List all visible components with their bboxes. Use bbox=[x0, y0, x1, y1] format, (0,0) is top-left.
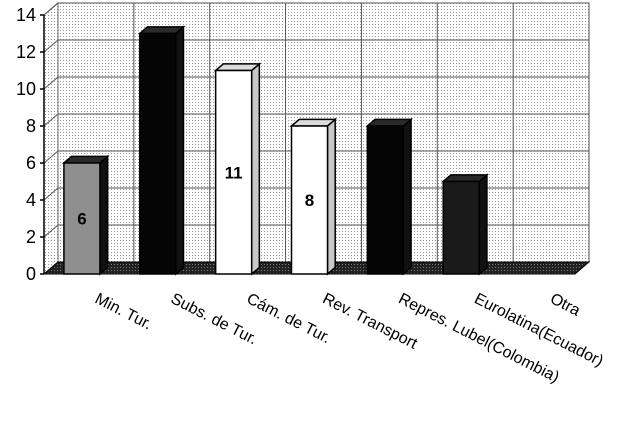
x-tick-label: Otra bbox=[547, 290, 583, 319]
y-tick-label: 8 bbox=[26, 116, 36, 136]
gridline-y bbox=[43, 2, 589, 16]
bar-side bbox=[478, 173, 488, 276]
gridline-y bbox=[43, 224, 589, 238]
bar-top bbox=[289, 118, 338, 127]
data-label: 8 bbox=[305, 191, 314, 210]
bar-top bbox=[137, 26, 186, 35]
gridline-y bbox=[43, 150, 589, 164]
x-tick-label: Cám. de Tur. bbox=[244, 290, 333, 347]
bar-top bbox=[213, 63, 262, 72]
y-tick-label: 12 bbox=[16, 42, 36, 62]
gridline-y bbox=[43, 39, 589, 53]
data-label: 11 bbox=[225, 163, 243, 182]
bar-side bbox=[175, 25, 185, 276]
x-tick-label: Eurolatina(Ecuador) bbox=[471, 290, 606, 370]
bars bbox=[61, 25, 489, 276]
bar-top bbox=[365, 118, 414, 127]
bar bbox=[137, 25, 186, 276]
bar-front bbox=[366, 125, 405, 275]
side-wall bbox=[43, 1, 59, 276]
bar bbox=[289, 117, 338, 276]
data-labels: 6 11 8 bbox=[77, 163, 314, 228]
y-tick-label: 0 bbox=[26, 264, 36, 284]
bar bbox=[61, 154, 110, 276]
y-tick-label: 2 bbox=[26, 227, 36, 247]
bar-side bbox=[326, 117, 336, 276]
gridline-y bbox=[43, 113, 589, 127]
x-axis-labels: Min. Tur. Subs. de Tur.Cám. de Tur.Rev. T… bbox=[92, 290, 606, 386]
bar-front bbox=[63, 162, 101, 275]
bar-side bbox=[402, 117, 412, 276]
bar bbox=[213, 62, 262, 276]
bar bbox=[441, 173, 489, 276]
bar bbox=[365, 117, 414, 276]
bar-top bbox=[61, 155, 110, 164]
y-tick-label: 10 bbox=[16, 79, 36, 99]
y-axis: 0 2 4 6 8 10 12 14 bbox=[16, 5, 45, 284]
bar-side bbox=[99, 154, 109, 276]
bar-front bbox=[214, 69, 253, 275]
y-tick-label: 14 bbox=[16, 5, 36, 25]
data-label: 6 bbox=[77, 210, 86, 229]
gridline-y bbox=[43, 187, 589, 201]
bar-front bbox=[290, 125, 329, 275]
y-tick-label: 6 bbox=[26, 153, 36, 173]
y-tick-label: 4 bbox=[26, 190, 36, 210]
bar-front bbox=[442, 180, 480, 275]
bar-top bbox=[441, 174, 489, 183]
bar-front bbox=[139, 32, 177, 275]
bar-side bbox=[250, 62, 261, 276]
x-tick-label: Min. Tur. bbox=[92, 290, 154, 333]
x-tick-label: Subs. de Tur. bbox=[168, 290, 260, 348]
gridline-y bbox=[43, 76, 589, 90]
